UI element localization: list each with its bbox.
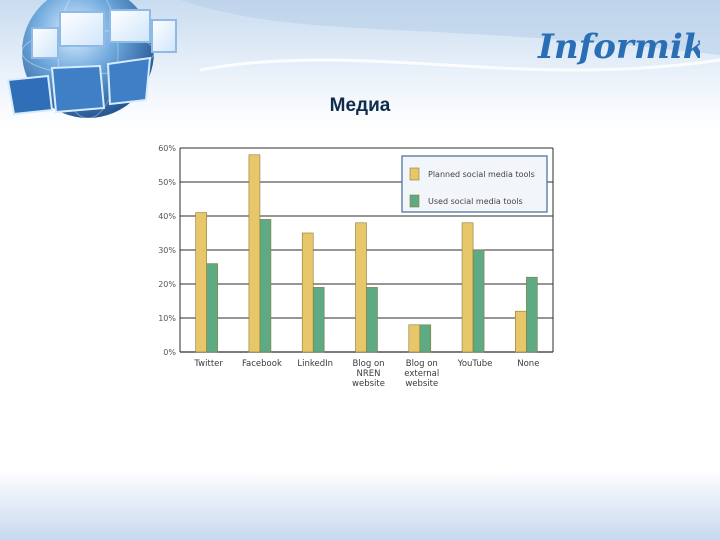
bar-used [206, 263, 218, 353]
category-label: Twitter [193, 359, 223, 369]
bar-planned [408, 324, 421, 353]
bar-used [419, 324, 432, 353]
y-tick-label: 20% [158, 280, 176, 289]
bar-planned [195, 212, 207, 353]
bar-planned [515, 310, 527, 353]
category-label: Blog on [352, 359, 384, 369]
category-label: LinkedIn [297, 359, 333, 369]
bar-planned [301, 232, 314, 353]
slide-title: Медиа [329, 95, 391, 116]
header-swoosh [180, 0, 720, 72]
y-tick-label: 0% [163, 348, 176, 357]
globe-screens-graphic [6, 0, 177, 119]
legend-label: Used social media tools [428, 197, 523, 206]
legend-label: Planned social media tools [428, 170, 535, 179]
bar-used [472, 249, 485, 353]
bar-used [526, 276, 538, 353]
bar-used [312, 287, 325, 353]
category-label: external [404, 369, 439, 379]
category-label: Blog on [406, 359, 438, 369]
y-tick-label: 10% [158, 314, 176, 323]
bar-planned [461, 222, 474, 353]
category-label: website [352, 379, 385, 389]
category-label: website [405, 379, 438, 389]
category-label: Facebook [242, 359, 282, 369]
legend-swatch [409, 167, 420, 181]
bar-used [259, 219, 272, 353]
bar-planned [248, 154, 261, 353]
svg-text:Informika: Informika [537, 27, 700, 67]
bar-chart: 0% 10% 20% 30% 40% 50% 60% Twitter Facebook Linke… [158, 144, 554, 389]
footer-band [0, 470, 720, 540]
category-label: NREN [357, 369, 381, 379]
category-label: None [517, 359, 539, 369]
y-tick-label: 50% [158, 178, 176, 187]
category-label: YouTube [457, 359, 493, 369]
legend-swatch [409, 194, 420, 208]
legend-box [401, 155, 548, 213]
y-tick-label: 40% [158, 212, 176, 221]
bar-used [366, 287, 378, 353]
bar-planned [355, 222, 367, 353]
y-tick-label: 30% [158, 246, 176, 255]
informika-logo: Informika [537, 27, 700, 67]
y-tick-label: 60% [158, 144, 176, 153]
